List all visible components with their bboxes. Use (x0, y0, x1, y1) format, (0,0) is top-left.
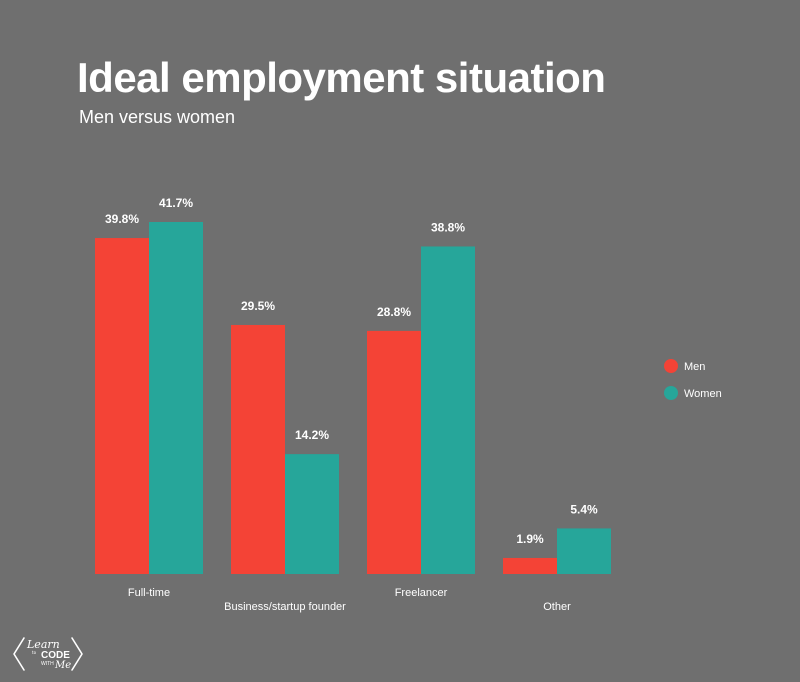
data-label-men-3: 28.8% (377, 305, 411, 319)
data-label-women-1: 41.7% (159, 196, 193, 210)
category-label-1: Full-time (128, 587, 170, 599)
bar-women-3 (421, 246, 475, 574)
learn-to-code-with-me-logo: Learn to CODE WITH Me (13, 637, 83, 671)
bar-women-2 (285, 454, 339, 574)
legend-swatch-men (664, 359, 678, 373)
chart-title: Ideal employment situation (77, 54, 606, 101)
category-label-2: Business/startup founder (224, 601, 346, 613)
logo-me-text: Me (54, 660, 71, 671)
bar-men-3 (367, 330, 421, 574)
data-label-women-2: 14.2% (295, 428, 329, 442)
bar-men-1 (95, 238, 149, 574)
logo-learn-text: Learn (26, 638, 60, 651)
data-label-women-4: 5.4% (570, 502, 598, 516)
legend-label-men: Men (684, 361, 705, 373)
category-label-4: Other (543, 601, 571, 613)
category-label-3: Freelancer (395, 587, 448, 599)
logo-to-text: to (32, 650, 37, 655)
bar-men-2 (231, 324, 285, 574)
data-label-men-4: 1.9% (516, 532, 544, 546)
legend-swatch-women (664, 386, 678, 400)
bar-women-1 (149, 222, 203, 574)
data-label-men-1: 39.8% (105, 212, 139, 226)
logo-code-text: CODE (41, 650, 70, 661)
bar-men-4 (503, 557, 557, 574)
chart-subtitle: Men versus women (79, 107, 236, 127)
legend-label-women: Women (684, 388, 722, 400)
bar-women-4 (557, 528, 611, 574)
logo-with-text: WITH (41, 661, 54, 667)
data-label-women-3: 38.8% (431, 220, 465, 234)
data-label-men-2: 29.5% (241, 299, 275, 313)
